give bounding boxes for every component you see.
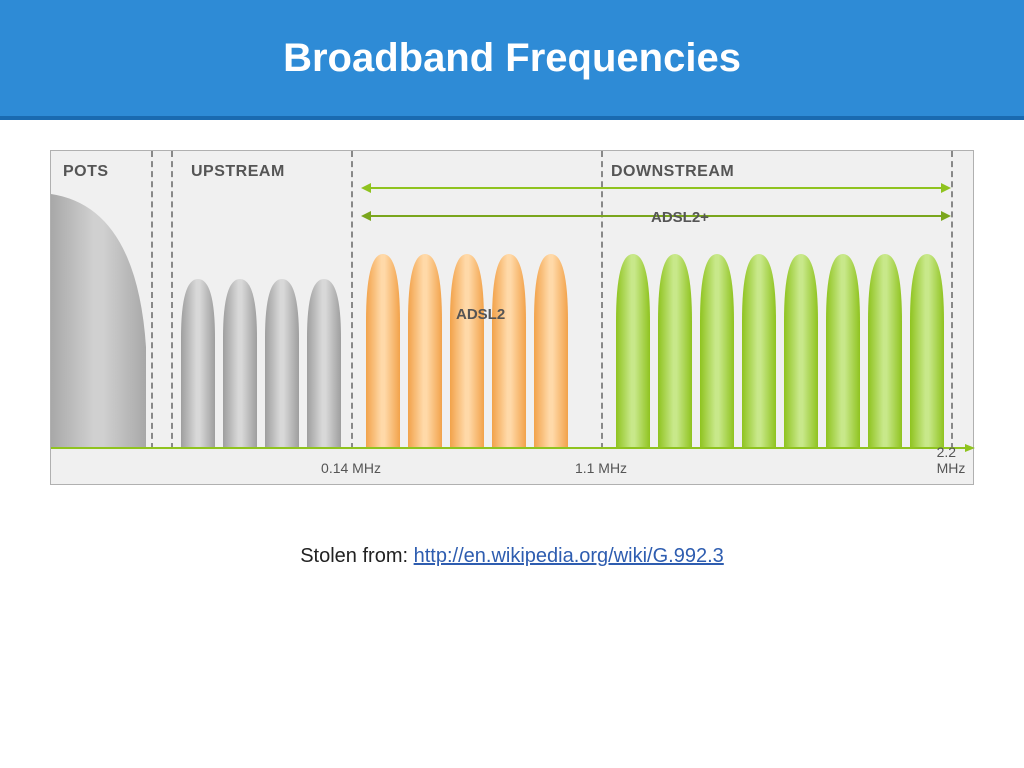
source-link[interactable]: http://en.wikipedia.org/wiki/G.992.3 <box>414 545 724 567</box>
divider <box>351 151 353 449</box>
divider <box>171 151 173 449</box>
frequency-lobe <box>408 254 442 449</box>
pots-lobe <box>51 194 146 449</box>
tick-label: 0.14 MHz <box>321 460 381 476</box>
mid-label: ADSL2 <box>456 306 505 323</box>
frequency-lobe <box>742 254 776 449</box>
divider <box>601 151 603 449</box>
page-title: Broadband Frequencies <box>283 36 741 81</box>
x-axis <box>51 440 975 450</box>
frequency-lobe <box>492 254 526 449</box>
range-arrow <box>361 181 951 195</box>
frequency-chart: POTS UPSTREAM DOWNSTREAM ADSL2+ ADSL2 0.14 MH… <box>50 150 974 485</box>
frequency-lobe <box>223 279 257 449</box>
mid-label: ADSL2+ <box>651 209 709 226</box>
section-label: DOWNSTREAM <box>611 163 734 181</box>
frequency-lobe <box>658 254 692 449</box>
caption: Stolen from: http://en.wikipedia.org/wik… <box>0 545 1024 568</box>
frequency-lobe <box>366 254 400 449</box>
tick-label: 2.2 MHz <box>937 444 966 476</box>
frequency-lobe <box>450 254 484 449</box>
frequency-lobe <box>910 254 944 449</box>
divider <box>951 151 953 449</box>
chart-container: POTS UPSTREAM DOWNSTREAM ADSL2+ ADSL2 0.14 MH… <box>0 120 1024 495</box>
frequency-lobe <box>181 279 215 449</box>
frequency-lobe <box>700 254 734 449</box>
tick-label: 1.1 MHz <box>575 460 627 476</box>
section-label: UPSTREAM <box>191 163 285 181</box>
frequency-lobe <box>534 254 568 449</box>
frequency-lobe <box>265 279 299 449</box>
frequency-lobe <box>826 254 860 449</box>
frequency-lobe <box>616 254 650 449</box>
section-label: POTS <box>63 163 109 181</box>
title-header: Broadband Frequencies <box>0 0 1024 120</box>
frequency-lobe <box>868 254 902 449</box>
frequency-lobe <box>784 254 818 449</box>
frequency-lobe <box>307 279 341 449</box>
divider <box>151 151 153 449</box>
caption-prefix: Stolen from: <box>300 545 413 567</box>
